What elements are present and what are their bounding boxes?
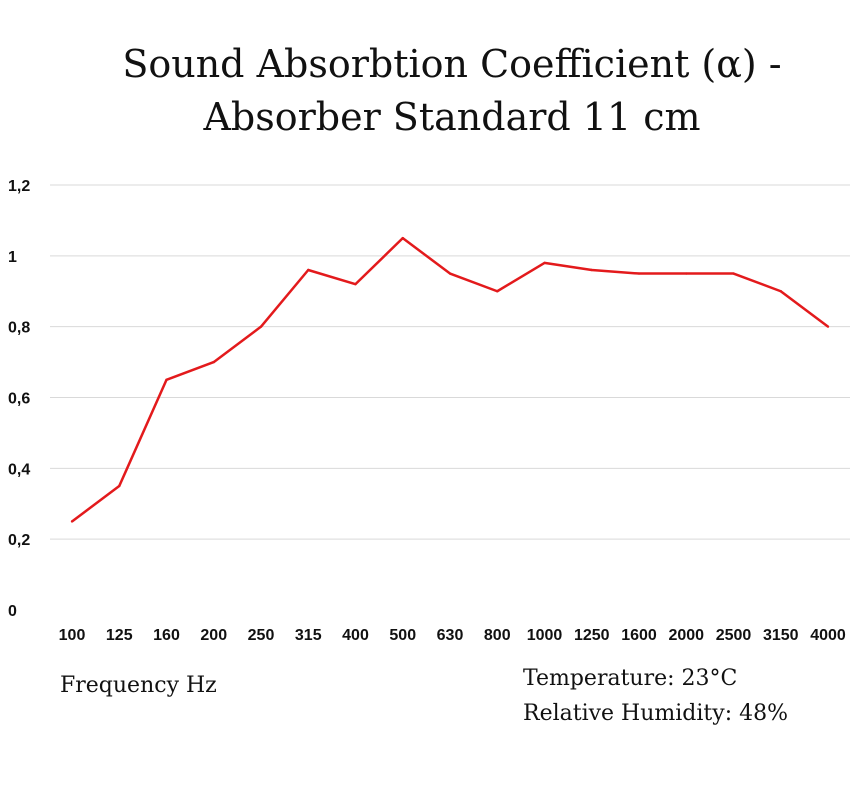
x-axis-label: Frequency Hz <box>60 673 217 698</box>
x-tick-label: 250 <box>248 627 275 644</box>
x-tick-label: 630 <box>437 627 464 644</box>
data-point <box>354 282 357 286</box>
gridlines <box>50 184 850 540</box>
data-point <box>496 290 499 293</box>
x-tick-label: 125 <box>106 627 133 644</box>
series-lines <box>70 236 830 523</box>
data-point <box>448 272 452 275</box>
x-tick-label: 4000 <box>810 627 846 644</box>
humidity-annotation: Relative Humidity: 48% <box>523 701 788 726</box>
x-tick-label: 400 <box>342 627 369 644</box>
x-tick-label: 1250 <box>574 627 610 644</box>
y-tick-label: 0,2 <box>8 532 30 549</box>
y-tick-label: 1 <box>8 249 17 266</box>
data-point <box>165 378 168 381</box>
data-point <box>779 290 782 293</box>
x-tick-label: 800 <box>484 627 511 644</box>
x-tick-label: 100 <box>59 627 86 644</box>
chart-title-line-1: Sound Absorbtion Coefficient (α) - <box>122 42 781 86</box>
y-tick-label: 0,6 <box>8 391 30 408</box>
x-tick-label: 2000 <box>668 627 704 644</box>
data-point <box>590 268 593 272</box>
y-tick-label: 1,2 <box>8 178 30 195</box>
data-point <box>259 325 263 328</box>
y-tick-label: 0,4 <box>8 461 30 478</box>
y-axis-tick-labels: 0 0,2 0,4 0,6 0,8 1 1,2 <box>8 178 30 620</box>
data-point <box>637 272 641 275</box>
x-tick-label: 2500 <box>716 627 752 644</box>
data-point <box>118 484 121 488</box>
x-axis-tick-labels: 100 125 160 200 250 315 400 500 630 800 1000 1250 16… <box>59 627 846 644</box>
data-point <box>685 272 688 275</box>
data-point <box>543 261 546 265</box>
y-tick-label: 0 <box>8 603 17 620</box>
chart-title-line-2: Absorber Standard 11 cm <box>202 95 700 139</box>
x-tick-label: 1000 <box>527 627 563 644</box>
x-tick-label: 500 <box>389 627 416 644</box>
x-tick-label: 1600 <box>621 627 657 644</box>
x-tick-label: 160 <box>153 627 180 644</box>
x-tick-label: 3150 <box>763 627 799 644</box>
data-point <box>732 272 735 275</box>
data-point <box>70 520 74 523</box>
temperature-annotation: Temperature: 23°C <box>523 666 737 691</box>
data-point <box>212 360 215 364</box>
data-point <box>401 236 404 240</box>
y-tick-label: 0,8 <box>8 320 30 337</box>
data-point <box>307 268 310 272</box>
x-tick-label: 200 <box>200 627 227 644</box>
data-point <box>826 325 830 328</box>
series-line <box>71 236 829 523</box>
x-tick-label: 315 <box>295 627 322 644</box>
